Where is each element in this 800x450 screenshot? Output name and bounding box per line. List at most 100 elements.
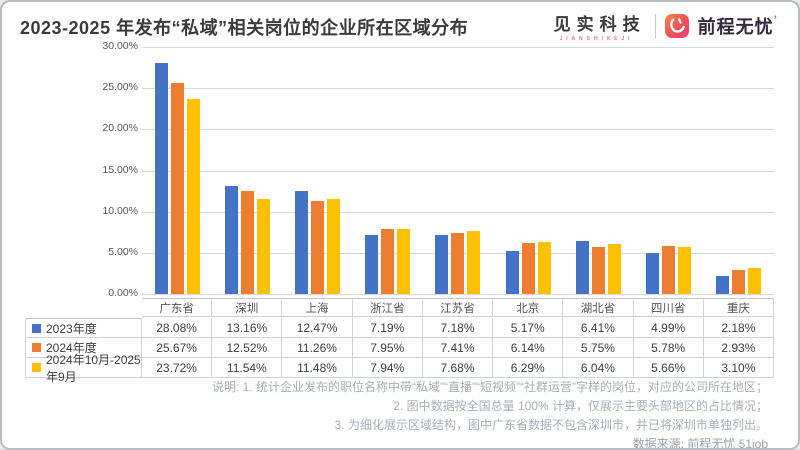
- column-header: 重庆: [703, 298, 774, 317]
- value-cell: 6.04%: [563, 358, 634, 378]
- value-cell: 11.48%: [282, 358, 353, 378]
- value-cell: 25.67%: [142, 338, 213, 358]
- bar-group-重庆: [704, 47, 774, 294]
- column-header: 江苏省: [422, 298, 494, 317]
- data-source: 数据来源: 前程无忧 51job: [632, 437, 768, 450]
- legend-cell: 2023年度: [25, 318, 142, 338]
- legend-label: 2024年度: [46, 341, 97, 355]
- gridline: [142, 170, 774, 172]
- value-cell: 7.68%: [422, 358, 494, 378]
- trademark-tick: ’: [773, 13, 778, 27]
- bar-group-深圳: [212, 47, 282, 294]
- bar: [678, 247, 692, 294]
- bar: [381, 228, 395, 294]
- bar: [662, 246, 676, 294]
- bar-group-江苏省: [423, 47, 493, 294]
- value-cell: 2.18%: [703, 318, 774, 338]
- column-header: 四川省: [633, 298, 704, 317]
- value-cell: 11.26%: [282, 338, 353, 358]
- bars-layer: [142, 47, 774, 294]
- bar-group-四川省: [634, 47, 704, 294]
- bar: [256, 199, 270, 294]
- table-corner: [25, 298, 142, 318]
- bar-group-湖北省: [563, 47, 633, 294]
- column-header: 浙江省: [352, 298, 423, 317]
- bar: [716, 276, 730, 294]
- bar: [537, 242, 551, 294]
- bar: [311, 201, 325, 294]
- bar: [186, 98, 200, 294]
- bar: [224, 185, 238, 294]
- gridline: [142, 47, 774, 48]
- note-line: 说明: 1. 统计企业发布的职位名称中带“私域”“直播”“短视频”“社群运营”字…: [212, 380, 768, 394]
- jianshi-logo: 见实科技 JIANSHIKEJI: [548, 10, 646, 42]
- brand-divider: [654, 14, 656, 38]
- bar: [154, 62, 168, 294]
- value-cell: 23.72%: [142, 358, 213, 378]
- bar: [327, 199, 341, 294]
- y-tick-label: 10.00%: [102, 204, 138, 217]
- value-cell: 7.95%: [352, 338, 423, 358]
- value-cell: 6.41%: [563, 318, 634, 338]
- footnotes: 说明: 1. 统计企业发布的职位名称中带“私域”“直播”“短视频”“社群运营”字…: [212, 378, 768, 450]
- value-cell: 4.99%: [633, 318, 704, 338]
- gridline: [142, 211, 774, 213]
- bar-group-广东省: [142, 47, 212, 294]
- jianshi-wordmark: 见实科技: [553, 15, 646, 34]
- y-tick-label: 0.00%: [108, 287, 138, 299]
- data-table: 广东省 深圳 上海 浙江省 江苏省 北京 湖北省 四川省 重庆 2023年度 28.08% 13.16…: [25, 298, 774, 384]
- note-line: 2. 图中数据按全国总量 100% 计算，仅展示主要头部地区的占比情况；: [393, 399, 768, 413]
- bar: [435, 234, 449, 294]
- bar: [575, 241, 589, 294]
- legend-cell: 2024年度: [25, 338, 142, 358]
- y-tick-label: 5.00%: [108, 245, 138, 258]
- value-cell: 2.93%: [703, 338, 774, 358]
- value-cell: 7.94%: [352, 358, 423, 378]
- 51job-wordmark: 前程无忧’: [697, 13, 778, 37]
- value-cell: 5.75%: [563, 338, 634, 358]
- value-cell: 11.54%: [212, 358, 283, 378]
- brand-area: 见实科技 JIANSHIKEJI 前程无忧’: [548, 10, 778, 42]
- gridline: [142, 129, 774, 131]
- gridline: [142, 88, 774, 90]
- column-header: 北京: [493, 298, 564, 317]
- value-cell: 13.16%: [212, 318, 283, 338]
- column-header: 上海: [282, 298, 353, 317]
- legend-label: 2023年度: [46, 321, 97, 336]
- value-cell: 5.17%: [493, 318, 564, 338]
- y-tick-label: 30.00%: [102, 40, 138, 52]
- value-cell: 7.19%: [352, 318, 423, 338]
- bar: [365, 234, 379, 294]
- legend-label: 2024年10月-2025年9月: [46, 352, 141, 384]
- bar: [591, 246, 605, 294]
- 51job-smiley-icon: [664, 14, 689, 38]
- page-title: 2023-2025 年发布“私域”相关岗位的企业所在区域分布: [20, 18, 469, 38]
- y-tick-label: 15.00%: [102, 163, 138, 176]
- bar: [646, 252, 660, 294]
- value-cell: 3.10%: [703, 358, 774, 378]
- bar-group-浙江省: [353, 47, 423, 294]
- y-tick-label: 25.00%: [102, 81, 138, 94]
- legend-swatch: [32, 323, 41, 333]
- bar: [521, 243, 535, 294]
- value-cell: 6.14%: [493, 338, 564, 358]
- bar: [397, 228, 411, 294]
- plot-area: [142, 47, 774, 295]
- bar-group-北京: [493, 47, 563, 294]
- jianshi-caption: JIANSHIKEJI: [559, 36, 634, 42]
- legend-swatch: [32, 363, 41, 372]
- bar-group-上海: [282, 47, 352, 294]
- value-cell: 5.78%: [633, 338, 704, 358]
- bar: [467, 230, 481, 294]
- note-line: 3. 为细化展示区域结构，图中广东省数据不包含深圳市，并已将深圳市单独列出。: [334, 418, 768, 432]
- legend-swatch: [32, 343, 41, 352]
- bar: [170, 82, 184, 294]
- column-header: 湖北省: [563, 298, 634, 317]
- value-cell: 28.08%: [142, 318, 213, 338]
- column-header: 广东省: [142, 298, 213, 317]
- value-cell: 7.41%: [422, 338, 494, 358]
- value-cell: 6.29%: [493, 358, 564, 378]
- value-cell: 5.66%: [633, 358, 704, 378]
- value-cell: 7.18%: [422, 318, 494, 338]
